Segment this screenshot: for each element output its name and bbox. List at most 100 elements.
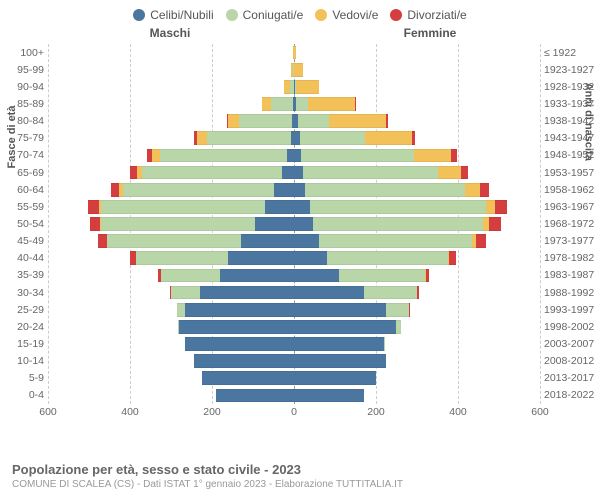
segment-w (262, 97, 270, 111)
bar-left (48, 63, 294, 77)
bar-left (48, 354, 294, 368)
segment-s (294, 354, 386, 368)
segment-d (412, 131, 414, 145)
legend-swatch (390, 9, 402, 21)
segment-w (438, 166, 461, 180)
bar-right (294, 269, 540, 283)
pyramid-chart: 6004002000200400600 100+≤ 192295-991923-… (48, 44, 540, 424)
birth-label: 1948-1952 (544, 149, 596, 161)
segment-s (220, 269, 294, 283)
birth-label: 1998-2002 (544, 321, 596, 333)
bar-right (294, 303, 540, 317)
segment-d (130, 166, 137, 180)
segment-s (179, 320, 294, 334)
age-label: 90-94 (8, 81, 44, 93)
bar-left (48, 217, 294, 231)
bar-right (294, 149, 540, 163)
segment-c (177, 303, 185, 317)
birth-label: 1943-1947 (544, 132, 596, 144)
age-label: 100+ (8, 47, 44, 59)
bar-right (294, 97, 540, 111)
segment-d (98, 234, 107, 248)
bar-right (294, 251, 540, 265)
birth-label: 1963-1967 (544, 201, 596, 213)
segment-s (294, 371, 376, 385)
segment-s (216, 389, 294, 403)
segment-c (384, 337, 385, 351)
segment-d (417, 286, 419, 300)
segment-s (194, 354, 294, 368)
age-label: 95-99 (8, 64, 44, 76)
legend-swatch (226, 9, 238, 21)
birth-label: 1978-1982 (544, 252, 596, 264)
birth-label: 2008-2012 (544, 355, 596, 367)
segment-c (301, 149, 414, 163)
birth-label: 1983-1987 (544, 269, 596, 281)
segment-w (365, 131, 412, 145)
age-label: 0-4 (8, 389, 44, 401)
bar-right (294, 200, 540, 214)
segment-s (200, 286, 294, 300)
age-label: 15-19 (8, 338, 44, 350)
segment-w (197, 131, 207, 145)
bar-right (294, 46, 540, 60)
segment-c (161, 269, 220, 283)
age-label: 10-14 (8, 355, 44, 367)
bar-left (48, 303, 294, 317)
age-label: 45-49 (8, 235, 44, 247)
segment-d (386, 114, 388, 128)
x-tick-label: 400 (121, 406, 139, 418)
bar-right (294, 337, 540, 351)
segment-c (271, 97, 294, 111)
bar-right (294, 389, 540, 403)
segment-s (294, 149, 301, 163)
segment-s (294, 286, 364, 300)
segment-w (294, 46, 296, 60)
birth-label: 2018-2022 (544, 389, 596, 401)
segment-c (364, 286, 417, 300)
bar-left (48, 389, 294, 403)
birth-label: 1988-1992 (544, 287, 596, 299)
segment-s (294, 337, 384, 351)
legend-label: Vedovi/e (332, 8, 378, 22)
label-female: Femmine (300, 26, 600, 40)
segment-s (185, 303, 294, 317)
bar-right (294, 80, 540, 94)
bar-right (294, 217, 540, 231)
segment-d (111, 183, 119, 197)
age-label: 55-59 (8, 201, 44, 213)
age-label: 5-9 (8, 372, 44, 384)
bar-left (48, 320, 294, 334)
birth-label: 1968-1972 (544, 218, 596, 230)
segment-c (136, 251, 228, 265)
segment-d (489, 217, 501, 231)
bar-left (48, 80, 294, 94)
segment-s (274, 183, 294, 197)
grid-line (540, 44, 541, 404)
age-label: 60-64 (8, 184, 44, 196)
segment-s (294, 320, 396, 334)
legend-item: Coniugati/e (226, 8, 304, 22)
segment-w (296, 80, 319, 94)
segment-c (207, 131, 291, 145)
segment-s (294, 251, 327, 265)
age-row (48, 335, 540, 352)
segment-c (305, 183, 465, 197)
segment-c (313, 217, 483, 231)
age-row (48, 233, 540, 250)
bar-left (48, 166, 294, 180)
segment-s (185, 337, 294, 351)
bar-left (48, 251, 294, 265)
segment-d (461, 166, 468, 180)
segment-s (202, 371, 294, 385)
age-row (48, 147, 540, 164)
birth-label: ≤ 1922 (544, 47, 596, 59)
segment-c (107, 234, 240, 248)
segment-c (101, 200, 265, 214)
x-tick-label: 0 (291, 406, 297, 418)
chart-title: Popolazione per età, sesso e stato civil… (12, 462, 403, 477)
segment-c (327, 251, 448, 265)
segment-s (241, 234, 294, 248)
segment-c (101, 217, 255, 231)
segment-d (90, 217, 100, 231)
